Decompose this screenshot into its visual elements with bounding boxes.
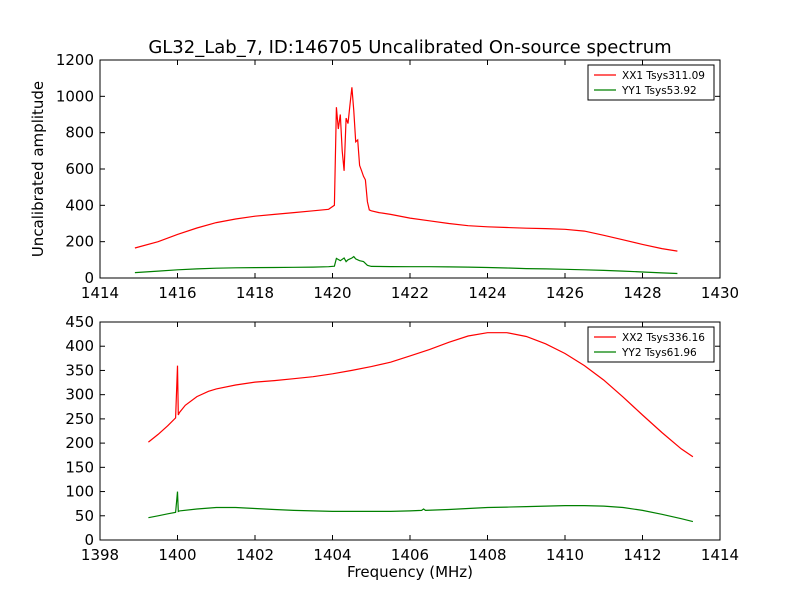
y-tick-label: 600 [65,160,94,178]
x-tick-label: 1402 [236,546,274,564]
x-tick-label: 1430 [701,284,739,302]
y-tick-label: 300 [65,386,94,404]
x-tick-label: 1406 [391,546,429,564]
series-line-0-0 [134,87,678,252]
x-tick-label: 1400 [158,546,196,564]
y-tick-label: 200 [65,233,94,251]
y-tick-label: 450 [65,313,94,331]
y-tick-label: 350 [65,361,94,379]
legend-label: YY2 Tsys61.96 [621,347,697,359]
legend-label: YY1 Tsys53.92 [621,85,697,97]
y-tick-label: 1000 [56,87,94,105]
legend-label: XX1 Tsys311.09 [622,70,705,82]
x-tick-label: 1418 [236,284,274,302]
x-tick-label: 1420 [313,284,351,302]
x-tick-label: 1416 [158,284,196,302]
x-tick-label: 1410 [546,546,584,564]
y-tick-label: 800 [65,124,94,142]
series-line-1-1 [148,491,694,523]
chart-title: GL32_Lab_7, ID:146705 Uncalibrated On-so… [148,37,671,58]
y-tick-label: 400 [65,196,94,214]
series-line-1-0 [148,332,694,458]
y-tick-label: 0 [84,531,94,549]
x-tick-label: 1412 [623,546,661,564]
legend-box-1 [587,326,715,363]
y-tick-label: 0 [84,269,94,287]
y-tick-label: 50 [75,507,94,525]
top-ylabel: Uncalibrated amplitude [29,81,47,257]
x-tick-label: 1424 [468,284,506,302]
legend-box-0 [587,64,715,101]
bottom-panel: Frequency (MHz) 1398 1400 1402 1404 1406 1408… [65,313,739,581]
x-tick-label: 1414 [81,284,119,302]
legend-label: XX2 Tsys336.16 [622,332,705,344]
top-panel: Uncalibrated amplitude 1414 1416 1418 1420 1… [29,51,739,302]
series-line-0-1 [134,255,678,275]
x-tick-label: 1404 [313,546,351,564]
bottom-xlabel: Frequency (MHz) [347,563,473,581]
y-tick-label: 150 [65,458,94,476]
y-tick-label: 1200 [56,51,94,69]
y-tick-label: 250 [65,410,94,428]
x-tick-label: 1426 [546,284,584,302]
y-tick-label: 100 [65,483,94,501]
x-tick-label: 1408 [468,546,506,564]
y-tick-label: 400 [65,337,94,355]
x-tick-label: 1398 [81,546,119,564]
y-tick-label: 200 [65,434,94,452]
x-tick-label: 1422 [391,284,429,302]
x-tick-label: 1414 [701,546,739,564]
x-tick-label: 1428 [623,284,661,302]
